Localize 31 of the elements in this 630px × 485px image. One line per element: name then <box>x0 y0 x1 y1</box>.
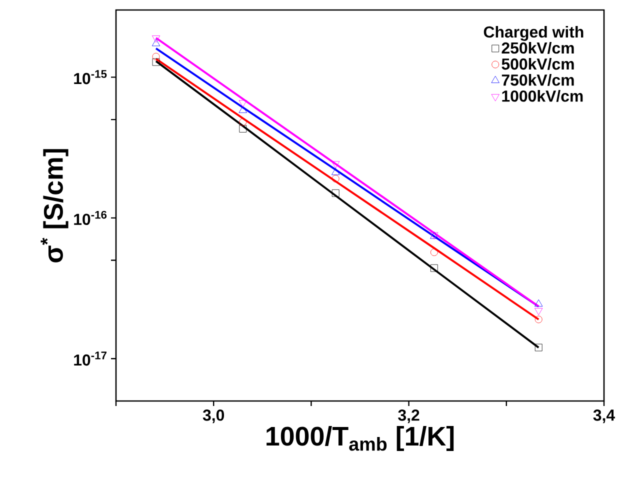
point <box>238 100 247 108</box>
y-axis-title: σ$^{*}$ [S/cm] <box>40 149 68 262</box>
point <box>534 344 542 352</box>
x-tick-label: 3,0 <box>202 410 224 424</box>
point <box>534 299 543 307</box>
y-tick-label: 10$^{-15}$ <box>74 70 107 84</box>
point <box>152 52 160 60</box>
legend-label: 1000kV/cm <box>502 90 583 102</box>
legend-title: Charged with <box>484 26 584 41</box>
legend-label: 500kV/cm <box>502 58 574 70</box>
point <box>430 248 438 256</box>
point <box>332 175 340 182</box>
point <box>152 36 160 43</box>
x-tick-label: 3,4 <box>593 410 615 424</box>
point <box>534 316 542 324</box>
point <box>332 161 340 168</box>
point <box>332 168 340 176</box>
point <box>430 264 438 272</box>
y-tick-label: 10$^{-16}$ <box>74 210 107 226</box>
y-tick-label: 10$^{-17}$ <box>74 352 106 366</box>
x-axis-title: 1000/T$_{amb}$ [1/K] <box>266 426 454 452</box>
point <box>238 106 247 113</box>
legend-label: 250kV/cm <box>502 42 574 54</box>
point <box>239 118 247 126</box>
point <box>152 38 160 46</box>
point <box>332 189 340 197</box>
x-tick-label: 3,2 <box>398 410 420 424</box>
legend-label: 750kV/cm <box>502 74 574 86</box>
point <box>239 125 247 132</box>
point <box>152 58 160 66</box>
point <box>534 308 543 316</box>
